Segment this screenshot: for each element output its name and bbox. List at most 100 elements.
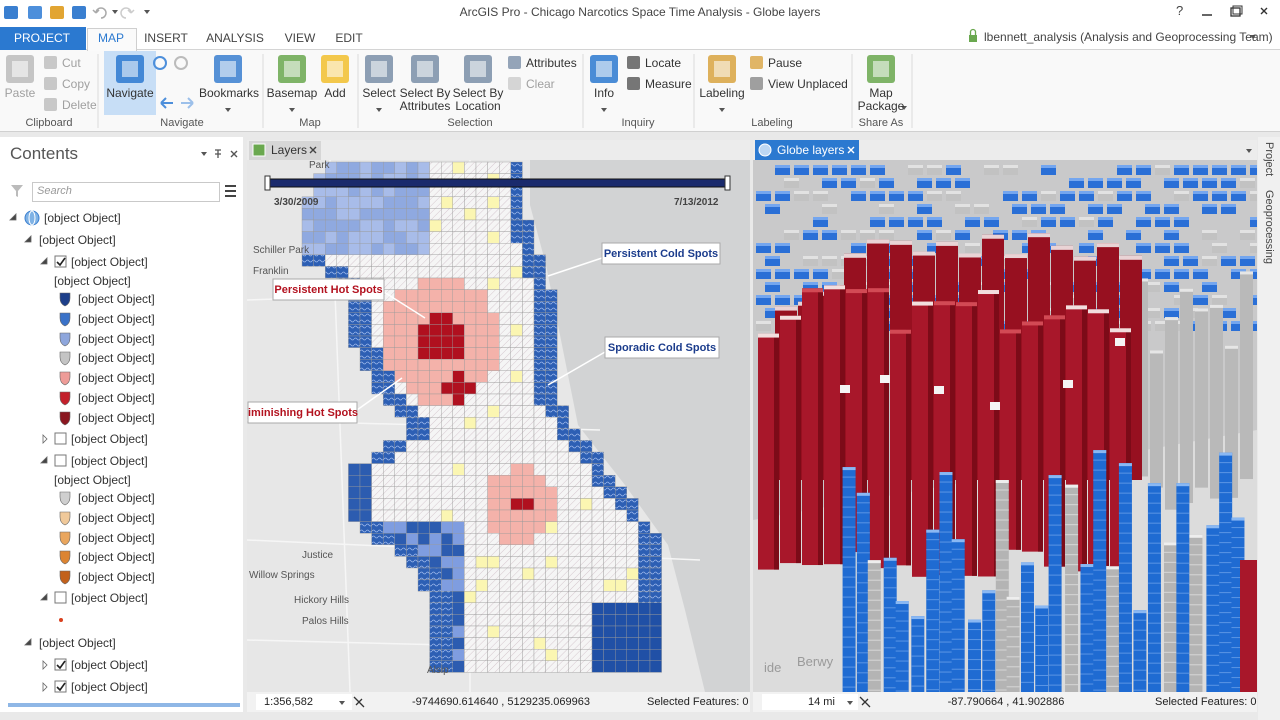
ribbon-button[interactable]: Basemap xyxy=(266,86,318,100)
contents-item[interactable]: [object Object] xyxy=(71,255,148,269)
hotspot-bin xyxy=(383,509,396,522)
map-scale[interactable]: 1:356,582 xyxy=(264,696,313,708)
camera-distance[interactable]: 14 mi xyxy=(808,696,835,708)
hotspot-bin xyxy=(591,475,604,488)
hotspot-bin xyxy=(545,625,558,638)
ribbon-button[interactable]: Labeling xyxy=(699,86,745,100)
hotspot-bin xyxy=(568,567,581,580)
ribbon-button[interactable]: Pause xyxy=(768,56,803,70)
distance-box[interactable] xyxy=(762,694,858,710)
red-column xyxy=(802,288,823,566)
contents-item[interactable]: [object Object] xyxy=(71,680,148,694)
hotspot-bin xyxy=(429,231,442,244)
cube-top xyxy=(1231,165,1246,168)
ribbon-button[interactable]: View Unplaced xyxy=(768,77,848,91)
contents-item[interactable]: [object Object] xyxy=(71,658,148,672)
hotspot-bin xyxy=(615,649,628,662)
hotspot-bin xyxy=(429,567,442,580)
ribbon-tab[interactable]: INSERT xyxy=(144,31,188,45)
ribbon-button[interactable]: Navigate xyxy=(106,86,154,100)
hotspot-bin xyxy=(429,602,442,615)
hotspot-bin xyxy=(417,208,430,221)
ribbon-button[interactable]: Select By Attributes xyxy=(399,86,451,113)
hotspot-bin xyxy=(626,509,639,522)
project-tab-bg[interactable] xyxy=(0,27,86,50)
user-account[interactable]: lbennett_analysis (Analysis and Geoproce… xyxy=(984,30,1273,44)
ribbon-button[interactable]: Locate xyxy=(645,56,682,70)
ribbon-button[interactable]: Measure xyxy=(645,77,692,91)
ribbon-tab[interactable]: EDIT xyxy=(335,31,363,45)
ribbon-button[interactable]: Delete xyxy=(62,98,97,112)
selected-features: Selected Features: 0 xyxy=(647,696,749,708)
hotspot-bin xyxy=(441,544,454,557)
hotspot-bin xyxy=(452,451,465,464)
ribbon-button[interactable]: Attributes xyxy=(526,56,577,70)
hotspot-bin xyxy=(417,463,430,476)
cube xyxy=(1231,321,1246,331)
red-column-side xyxy=(1038,321,1043,552)
white-cube xyxy=(880,375,890,383)
ribbon-tab[interactable]: VIEW xyxy=(284,31,316,45)
dropdown-arrow xyxy=(1250,35,1256,39)
column-top xyxy=(1048,475,1062,479)
help-button[interactable]: ? xyxy=(1176,3,1184,18)
active-tab-bg[interactable] xyxy=(87,28,137,51)
ribbon-button[interactable]: Add xyxy=(324,86,346,100)
ribbon-tab[interactable]: PROJECT xyxy=(13,31,70,45)
ribbon-button[interactable]: Info xyxy=(593,86,614,100)
ribbon-button[interactable]: Select xyxy=(362,86,396,100)
side-tab[interactable]: Project xyxy=(1263,142,1275,177)
side-tab[interactable]: Geoprocessing xyxy=(1263,190,1275,264)
cube xyxy=(765,308,780,318)
hotspot-bin xyxy=(580,649,593,662)
column-top xyxy=(939,472,953,476)
cube-top xyxy=(1221,308,1236,311)
cube-top xyxy=(946,165,961,168)
column-top xyxy=(959,253,981,258)
contents-item[interactable]: [object Object] xyxy=(71,432,148,446)
cube-top xyxy=(822,256,837,259)
hotspot-bin xyxy=(499,498,512,511)
snap-icon xyxy=(859,696,871,708)
blue-column xyxy=(1189,534,1203,692)
hotspot-bin xyxy=(417,475,430,488)
hotspot-bin xyxy=(545,637,558,650)
hotspot-bin xyxy=(441,614,454,627)
hotspot-bin xyxy=(429,254,442,267)
cube xyxy=(1155,165,1170,175)
hotspot-bin xyxy=(406,417,419,430)
ribbon-button[interactable]: Bookmarks xyxy=(199,86,260,100)
contents-item[interactable]: [object Object] xyxy=(71,591,148,605)
hotspot-bin xyxy=(464,382,477,395)
ribbon-button[interactable]: Clear xyxy=(526,77,555,91)
ribbon-tab[interactable]: MAP xyxy=(97,31,124,45)
cube-top xyxy=(1136,269,1151,272)
gray-column xyxy=(1165,317,1178,510)
ribbon-button[interactable]: Select By Location xyxy=(452,86,504,113)
hotspot-bin xyxy=(533,625,546,638)
search-box[interactable] xyxy=(32,182,220,202)
hotspot-bin xyxy=(522,219,535,232)
ribbon-button[interactable]: Copy xyxy=(62,77,91,91)
cube xyxy=(1183,256,1198,266)
cube-top xyxy=(775,269,790,272)
ribbon-button[interactable]: Cut xyxy=(62,56,81,70)
hotspot-bin xyxy=(417,509,430,522)
cube-top xyxy=(1202,230,1217,233)
cube xyxy=(1069,178,1084,188)
scale-box[interactable] xyxy=(256,694,352,710)
map-3d-tab[interactable] xyxy=(755,140,859,160)
map-2d-tab[interactable] xyxy=(249,141,321,160)
ribbon-button[interactable]: Map Package xyxy=(857,86,905,113)
ribbon-tab[interactable]: ANALYSIS xyxy=(206,31,264,45)
hotspot-bin xyxy=(533,579,546,592)
cube xyxy=(1202,256,1217,266)
hotspot-bin xyxy=(417,335,430,348)
contents-item[interactable]: [object Object] xyxy=(71,454,148,468)
cube xyxy=(908,217,923,227)
ribbon-button[interactable]: Paste xyxy=(4,86,36,100)
blue-column xyxy=(1163,542,1177,692)
hotspot-bin xyxy=(464,637,477,650)
hotspot-bin xyxy=(649,579,662,592)
cube-top xyxy=(1155,321,1170,324)
